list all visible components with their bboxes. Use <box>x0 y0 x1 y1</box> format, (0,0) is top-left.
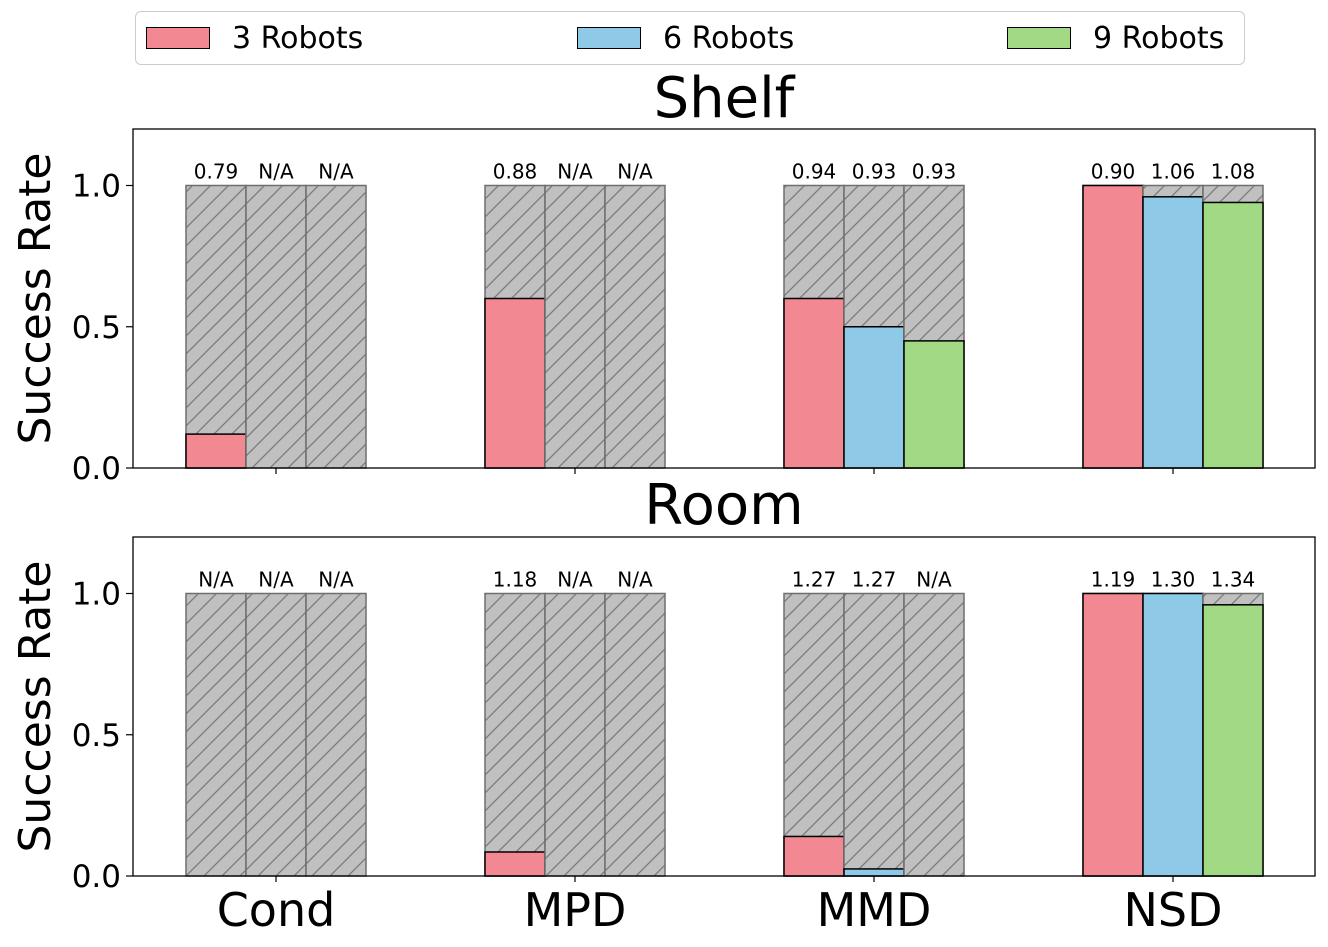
background-bar <box>544 184 606 469</box>
legend-swatch-6-robots <box>577 27 641 49</box>
x-tick-label: MMD <box>817 883 932 937</box>
x-tick-label: NSD <box>1123 883 1222 937</box>
panel-shelf: 0.79 N/A N/A 0.88 N/A N/A 0.94 0.93 0.93 0.90 1.06… <box>10 66 1316 487</box>
y-tick-label: 0.0 <box>72 451 121 487</box>
data-label: 0.93 <box>852 160 897 184</box>
legend-label-9-robots: 9 Robots <box>1093 20 1225 56</box>
data-label: N/A <box>198 568 234 592</box>
y-tick-label: 0.0 <box>72 859 121 895</box>
data-label: N/A <box>557 160 593 184</box>
data-label: 1.18 <box>493 568 538 592</box>
data-label: 0.93 <box>912 160 957 184</box>
bar-6-robots-nsd <box>1142 196 1204 469</box>
background-bar <box>604 184 666 469</box>
plot-frame <box>132 128 1316 469</box>
data-label: N/A <box>617 568 653 592</box>
legend-item-3-robots: 3 Robots <box>146 20 364 56</box>
bar-3-robots-mpd <box>484 851 546 877</box>
legend: 3 Robots 6 Robots 9 Robots <box>135 11 1245 65</box>
data-label: 1.34 <box>1211 568 1256 592</box>
data-label: 0.94 <box>792 160 837 184</box>
bar-3-robots-nsd <box>1082 184 1144 469</box>
data-label: N/A <box>318 160 354 184</box>
legend-item-9-robots: 9 Robots <box>1007 20 1225 56</box>
bar-9-robots-mmd <box>903 340 965 469</box>
data-label: 1.27 <box>792 568 837 592</box>
background-bar <box>604 592 666 877</box>
background-bar <box>245 592 307 877</box>
y-tick-label: 0.5 <box>72 718 121 754</box>
bar-3-robots-mmd <box>783 297 845 469</box>
chart-title: Shelf <box>654 66 796 131</box>
data-label: N/A <box>557 568 593 592</box>
data-label: 1.19 <box>1091 568 1136 592</box>
background-bar <box>185 592 247 877</box>
data-label: 1.06 <box>1151 160 1196 184</box>
background-bar <box>305 592 367 877</box>
data-label: N/A <box>916 568 952 592</box>
y-tick-label: 1.0 <box>72 169 121 205</box>
bar-3-robots-cond <box>185 433 247 469</box>
chart-title: Room <box>644 473 803 538</box>
background-bar <box>783 592 845 877</box>
bar-3-robots-nsd <box>1082 592 1144 877</box>
y-tick-label: 0.5 <box>72 310 121 346</box>
legend-label-3-robots: 3 Robots <box>232 20 364 56</box>
data-label: N/A <box>258 568 294 592</box>
panel-room: N/A N/A N/A Cond 1.18 N/A N/A MPD 1.27 1.27 N/A MMD… <box>10 473 1316 937</box>
bar-6-robots-mmd <box>843 326 905 469</box>
background-bar <box>843 592 905 877</box>
background-bar <box>245 184 307 469</box>
data-label: 1.08 <box>1211 160 1256 184</box>
background-bar <box>484 592 546 877</box>
data-label: 0.79 <box>194 160 239 184</box>
legend-swatch-9-robots <box>1007 27 1071 49</box>
legend-label-6-robots: 6 Robots <box>663 20 795 56</box>
bar-6-robots-mmd <box>843 868 905 877</box>
background-bar <box>305 184 367 469</box>
bar-9-robots-nsd <box>1202 201 1264 469</box>
bar-3-robots-mmd <box>783 835 845 877</box>
background-bar <box>903 592 965 877</box>
data-label: N/A <box>617 160 653 184</box>
x-tick-label: MPD <box>524 883 627 937</box>
data-label: N/A <box>318 568 354 592</box>
y-axis-label: Success Rate <box>10 153 61 445</box>
data-label: 0.90 <box>1091 160 1136 184</box>
background-bar <box>185 184 247 469</box>
data-label: N/A <box>258 160 294 184</box>
y-axis-label: Success Rate <box>10 561 61 853</box>
bar-3-robots-mpd <box>484 297 546 469</box>
data-label: 1.30 <box>1151 568 1196 592</box>
y-tick-label: 1.0 <box>72 577 121 613</box>
bar-6-robots-nsd <box>1142 592 1204 877</box>
background-bar <box>544 592 606 877</box>
data-label: 0.88 <box>493 160 538 184</box>
bar-9-robots-nsd <box>1202 604 1264 877</box>
legend-swatch-3-robots <box>146 27 210 49</box>
data-label: 1.27 <box>852 568 897 592</box>
plot-frame <box>132 536 1316 877</box>
x-tick-label: Cond <box>217 883 336 937</box>
legend-item-6-robots: 6 Robots <box>577 20 795 56</box>
